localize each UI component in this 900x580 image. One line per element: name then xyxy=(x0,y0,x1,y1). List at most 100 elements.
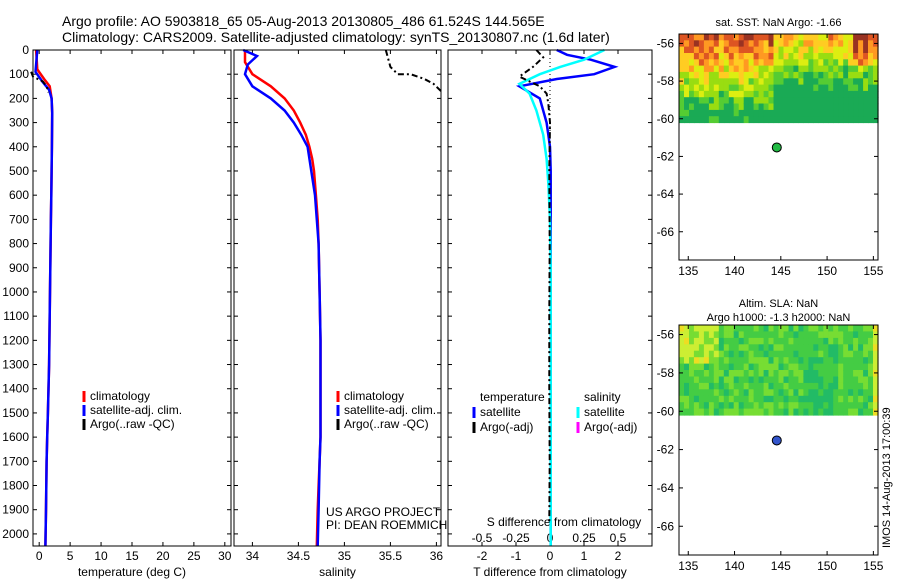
map-cell xyxy=(713,71,720,79)
map-cell xyxy=(783,90,790,98)
map-cell xyxy=(778,370,785,377)
map-cell xyxy=(838,337,844,345)
map-cell xyxy=(843,344,849,352)
map-cell xyxy=(778,78,785,86)
map-cell xyxy=(778,40,785,48)
x-tick-label: 140 xyxy=(725,559,745,573)
map-cell xyxy=(708,34,715,41)
map-cell xyxy=(758,325,765,332)
map-cell xyxy=(723,395,730,403)
map-cell xyxy=(833,97,839,105)
legend-entry: satellite-adj. clim. xyxy=(90,403,182,417)
map-cell xyxy=(684,382,690,390)
map-cell xyxy=(818,325,824,332)
sla_map-panel: -56 -58 -60 -62 -64 -66 135 140 145 150 155 Altim. … xyxy=(657,298,884,573)
map-cell xyxy=(768,370,775,377)
map-cell xyxy=(773,382,780,390)
map-cell xyxy=(758,84,765,92)
map-cell xyxy=(873,344,879,352)
map-cell xyxy=(788,90,795,98)
map-cell xyxy=(848,357,854,365)
map-cell xyxy=(788,97,795,105)
map-cell xyxy=(768,34,775,41)
map-cell xyxy=(843,408,849,416)
map-cell xyxy=(773,78,780,86)
map-cell xyxy=(703,350,710,358)
map-cell xyxy=(798,65,804,73)
map-cell xyxy=(808,53,814,60)
map-cell xyxy=(858,389,864,397)
map-cell xyxy=(689,402,695,410)
map-cell xyxy=(843,370,849,377)
map-cell xyxy=(758,34,765,41)
map-cell xyxy=(833,71,839,79)
map-cell xyxy=(788,116,795,124)
map-cell xyxy=(833,357,839,365)
map-cell xyxy=(743,78,750,86)
map-cell xyxy=(679,395,685,403)
map-cell xyxy=(828,331,834,339)
map-cell xyxy=(833,382,839,390)
y-tick-label: 1800 xyxy=(2,479,29,493)
map-cell xyxy=(733,65,740,73)
map-cell xyxy=(813,40,819,48)
map-cell xyxy=(873,103,879,111)
map-cell xyxy=(798,363,804,371)
map-cell xyxy=(808,408,814,416)
map-cell xyxy=(728,53,735,60)
map-cell xyxy=(843,34,849,41)
map-cell xyxy=(813,337,819,345)
map-cell xyxy=(748,90,755,98)
map-cell xyxy=(798,395,804,403)
map-cell xyxy=(748,71,755,79)
map-cell xyxy=(798,116,804,124)
map-cell xyxy=(758,46,765,54)
map-cell xyxy=(728,382,735,390)
y-tick-label: 200 xyxy=(9,91,29,105)
map-cell xyxy=(853,350,859,358)
map-cell xyxy=(778,116,785,124)
map-cell xyxy=(848,370,854,377)
map-cell xyxy=(679,370,685,377)
map-cell xyxy=(748,363,755,371)
map-cell xyxy=(798,357,804,365)
map-cell xyxy=(853,389,859,397)
map-cell xyxy=(773,350,780,358)
map-cell xyxy=(853,376,859,384)
map-cell xyxy=(803,363,809,371)
map-cell xyxy=(748,59,755,67)
map-cell xyxy=(679,389,685,397)
map-cell xyxy=(838,59,844,67)
map-cell xyxy=(684,59,690,67)
map-cell xyxy=(853,363,859,371)
map-cell xyxy=(808,34,814,41)
map-cell xyxy=(743,357,750,365)
map-cell xyxy=(748,40,755,48)
y-tick-label: 1700 xyxy=(2,454,29,468)
map-cell xyxy=(773,344,780,352)
map-cell xyxy=(718,90,725,98)
map-cell xyxy=(684,331,690,339)
argo-position-marker xyxy=(771,435,782,446)
map-cell xyxy=(833,395,839,403)
map-cell xyxy=(803,59,809,67)
map-cell xyxy=(863,370,869,377)
map-cell xyxy=(718,363,725,371)
map-cell xyxy=(863,34,869,41)
map-cell xyxy=(803,97,809,105)
map-cell xyxy=(868,116,874,124)
map-cell xyxy=(788,71,795,79)
map-cell xyxy=(748,103,755,111)
map-cell xyxy=(848,97,854,105)
map-cell xyxy=(838,71,844,79)
map-cell xyxy=(773,408,780,416)
map-cell xyxy=(743,53,750,60)
map-cell xyxy=(773,103,780,111)
map-cell xyxy=(713,370,720,377)
map-cell xyxy=(684,84,690,92)
map-cell xyxy=(803,350,809,358)
map-cell xyxy=(718,325,725,332)
map-cell xyxy=(823,357,829,365)
map-cell xyxy=(873,350,879,358)
map-cell xyxy=(828,363,834,371)
